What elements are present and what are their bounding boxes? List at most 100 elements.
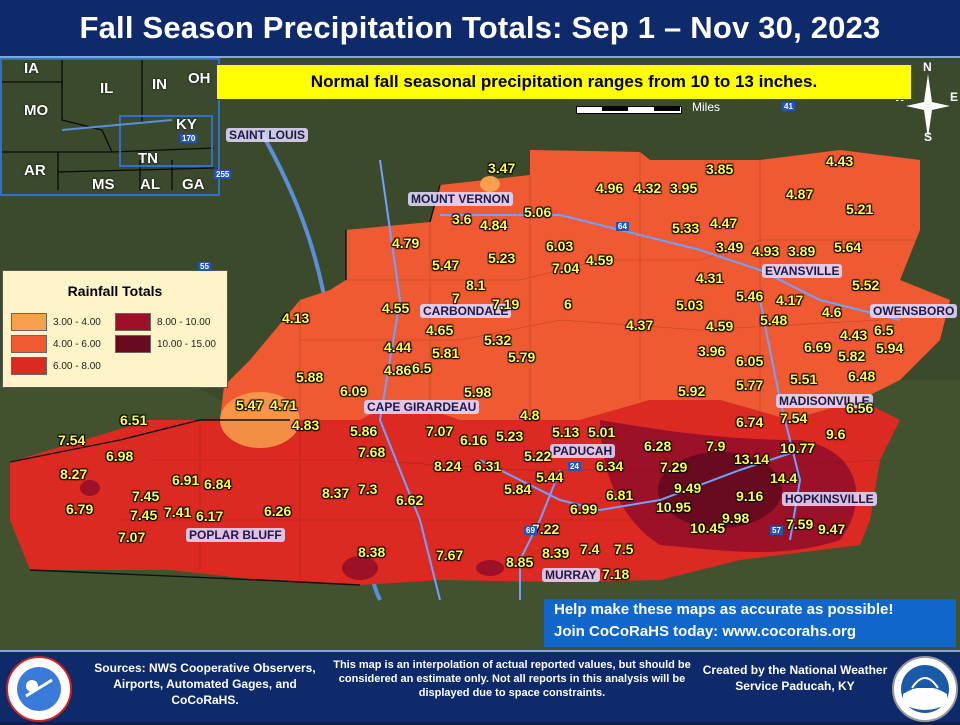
obs-value: 4.6 bbox=[822, 304, 842, 320]
obs-value: 6 bbox=[564, 296, 572, 312]
inset-state-label: IN bbox=[152, 76, 167, 93]
obs-value: 8.24 bbox=[434, 458, 462, 474]
cta-line-1: Help make these maps as accurate as poss… bbox=[554, 601, 894, 618]
obs-value: 5.88 bbox=[296, 369, 324, 385]
obs-value: 4.59 bbox=[586, 252, 614, 268]
obs-value: 9.49 bbox=[674, 480, 702, 496]
state-borders bbox=[9, 184, 441, 586]
obs-value: 7.45 bbox=[132, 488, 160, 504]
obs-value: 4.79 bbox=[392, 235, 420, 251]
legend-item: 10.00 - 15.00 bbox=[115, 335, 216, 353]
obs-value: 9.98 bbox=[722, 510, 750, 526]
obs-value: 5.13 bbox=[552, 424, 580, 440]
obs-value: 4.83 bbox=[292, 417, 320, 433]
obs-value: 9.16 bbox=[736, 488, 764, 504]
obs-value: 5.32 bbox=[484, 332, 512, 348]
obs-value: 3.49 bbox=[716, 239, 744, 255]
map-canvas bbox=[0, 58, 960, 650]
obs-value: 6.51 bbox=[120, 412, 148, 428]
city-label-evansville: EVANSVILLE bbox=[762, 264, 843, 278]
highway-shield: 64 bbox=[616, 222, 629, 231]
nws-logo-icon bbox=[6, 656, 72, 722]
obs-value: 4.86 bbox=[384, 362, 412, 378]
obs-value: 10.77 bbox=[780, 440, 816, 456]
inset-canvas bbox=[2, 60, 214, 190]
precip-zone-8-10 bbox=[476, 560, 504, 576]
inset-state-label: GA bbox=[182, 176, 205, 193]
obs-value: 7.54 bbox=[780, 410, 808, 426]
obs-value: 5.46 bbox=[736, 288, 764, 304]
obs-value: 3.96 bbox=[698, 343, 726, 359]
obs-value: 8.39 bbox=[542, 545, 570, 561]
obs-value: 8.27 bbox=[60, 466, 88, 482]
footer-sources: Sources: NWS Cooperative Observers, Airp… bbox=[94, 661, 316, 707]
cta-line-2[interactable]: Join CoCoRaHS today: www.cocorahs.org bbox=[554, 623, 856, 640]
inset-state-label: AR bbox=[24, 162, 46, 179]
obs-value: 4.44 bbox=[384, 339, 412, 355]
highway-shield: 69 bbox=[524, 526, 537, 535]
inset-state-label: TN bbox=[138, 150, 158, 167]
obs-value: 7.4 bbox=[580, 541, 600, 557]
obs-value: 4.43 bbox=[840, 327, 868, 343]
obs-value: 5.33 bbox=[672, 220, 700, 236]
obs-value: 5.52 bbox=[852, 277, 880, 293]
highway-shield: 24 bbox=[568, 462, 581, 471]
footer-disclaimer: This map is an interpolation of actual r… bbox=[333, 659, 691, 699]
obs-value: 3.47 bbox=[488, 160, 516, 176]
precip-zone-3-4 bbox=[480, 176, 500, 192]
legend: Rainfall Totals 3.00 - 4.00 4.00 - 6.00 … bbox=[2, 270, 228, 388]
obs-value: 6.69 bbox=[804, 339, 832, 355]
legend-swatch bbox=[115, 335, 151, 353]
city-label-cape-girardeau: CAPE GIRARDEAU bbox=[364, 400, 480, 414]
obs-value: 4.71 bbox=[270, 397, 298, 413]
highway-shield: 170 bbox=[180, 134, 198, 143]
title-bar: Fall Season Precipitation Totals: Sep 1 … bbox=[0, 0, 960, 58]
obs-value: 6.09 bbox=[340, 383, 368, 399]
obs-value: 6.03 bbox=[546, 238, 574, 254]
obs-value: 4.37 bbox=[626, 317, 654, 333]
obs-value: 14.4 bbox=[770, 470, 798, 486]
city-label-hopkinsville: HOPKINSVILLE bbox=[782, 492, 877, 506]
county-lines bbox=[120, 152, 920, 580]
obs-value: 7.18 bbox=[602, 566, 630, 582]
city-label-murray: MURRAY bbox=[542, 568, 600, 582]
obs-value: 10.45 bbox=[690, 520, 726, 536]
obs-value: 5.79 bbox=[508, 349, 536, 365]
obs-value: 5.82 bbox=[838, 348, 866, 364]
obs-value: 4.55 bbox=[382, 300, 410, 316]
obs-value: 7.04 bbox=[552, 260, 580, 276]
obs-value: 5.44 bbox=[536, 469, 564, 485]
obs-value: 4.32 bbox=[634, 180, 662, 196]
highway-shield: 55 bbox=[198, 262, 211, 271]
obs-value: 4.65 bbox=[426, 322, 454, 338]
obs-value: 9.47 bbox=[818, 521, 846, 537]
obs-value: 6.62 bbox=[396, 492, 424, 508]
precip-zone-8-10 bbox=[342, 556, 378, 580]
legend-item: 3.00 - 4.00 bbox=[11, 313, 101, 331]
obs-value: 7.07 bbox=[118, 529, 146, 545]
obs-value: 5.81 bbox=[432, 345, 460, 361]
obs-value: 5.22 bbox=[524, 448, 552, 464]
inset-state-label: IA bbox=[24, 60, 39, 77]
city-label-owensboro: OWENSBORO bbox=[870, 304, 958, 318]
obs-value: 6.98 bbox=[106, 448, 134, 464]
footer: Sources: NWS Cooperative Observers, Airp… bbox=[0, 650, 960, 722]
legend-item: 8.00 - 10.00 bbox=[115, 313, 210, 331]
compass-e: E bbox=[950, 90, 959, 104]
obs-value: 8.38 bbox=[358, 544, 386, 560]
obs-value: 7.29 bbox=[660, 459, 688, 475]
obs-value: 6.84 bbox=[204, 476, 232, 492]
obs-value: 7.07 bbox=[426, 423, 454, 439]
highway-shield: 255 bbox=[214, 170, 232, 179]
city-label-paducah: PADUCAH bbox=[550, 444, 616, 458]
obs-value: 4.59 bbox=[706, 318, 734, 334]
map-title: Fall Season Precipitation Totals: Sep 1 … bbox=[79, 10, 881, 45]
highway-shield: 41 bbox=[782, 102, 795, 111]
obs-value: 4.17 bbox=[776, 292, 804, 308]
legend-title: Rainfall Totals bbox=[67, 283, 163, 299]
obs-value: 7.67 bbox=[436, 547, 464, 563]
obs-value: 6.74 bbox=[736, 414, 764, 430]
obs-value: 4.43 bbox=[826, 153, 854, 169]
obs-value: 6.99 bbox=[570, 501, 598, 517]
obs-value: 4.87 bbox=[786, 186, 814, 202]
